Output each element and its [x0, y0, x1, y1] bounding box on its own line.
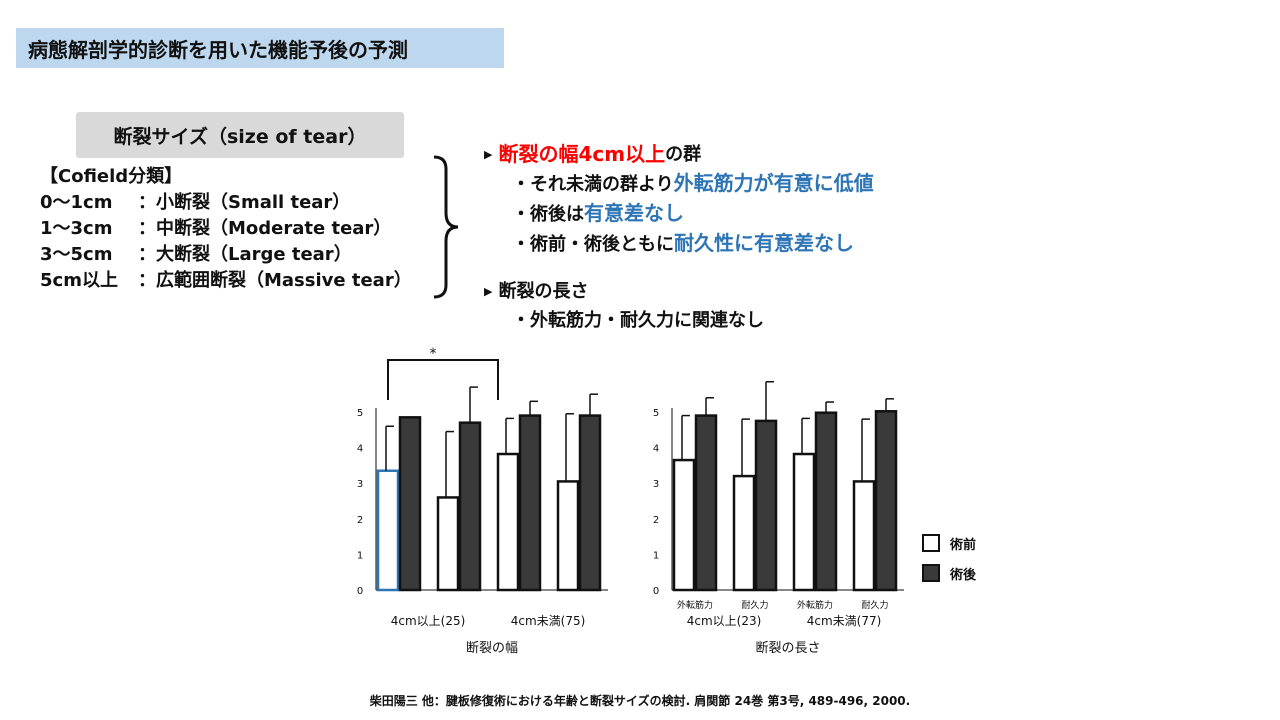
y-tick-label: 1 [653, 550, 659, 561]
bar-post [458, 421, 482, 592]
category-label: 耐久力 [861, 599, 888, 611]
x-axis-label: 断裂の長さ [755, 641, 820, 656]
finding-bullet: ・術後は有意差なし [484, 199, 874, 229]
y-tick-label: 3 [653, 479, 659, 490]
bullet-highlight: 有意差なし [584, 201, 684, 225]
bullet-text: ・それ未満の群より [512, 174, 674, 195]
category-label: 外転筋力 [797, 599, 833, 611]
cofield-desc: ：大断裂（Large tear） [138, 244, 352, 265]
y-tick-label: 5 [653, 408, 659, 419]
findings-panel: ▶ 断裂の幅4cm以上 の群 ・それ未満の群より外転筋力が有意に低値 ・術後は有… [484, 140, 874, 335]
y-tick-label: 2 [653, 515, 659, 526]
bar-post [518, 414, 542, 592]
bullet-highlight: 外転筋力が有意に低値 [673, 171, 874, 195]
finding-bullet: ・外転筋力・耐久力に関連なし [484, 306, 874, 335]
finding-width-rest: の群 [665, 144, 702, 165]
triangle-bullet-icon: ▶ [484, 148, 493, 161]
bar-pre [732, 474, 756, 592]
bar-pre [792, 452, 816, 592]
y-tick-label: 5 [357, 408, 363, 419]
bar-pre [852, 480, 876, 592]
cofield-range: 0～1cm [40, 192, 113, 213]
bullet-text: ・術後は [512, 204, 584, 225]
y-tick-label: 4 [357, 444, 363, 455]
legend-label-post: 術後 [950, 567, 977, 583]
cofield-row: 0～1cm ：小断裂（Small tear） [40, 190, 412, 216]
group-label: 4cm以上(25) [391, 614, 466, 628]
finding-bullet: ・それ未満の群より外転筋力が有意に低値 [484, 169, 874, 199]
category-label-box: 断裂サイズ（size of tear） [76, 112, 404, 158]
cofield-row: 5cm以上 ：広範囲断裂（Massive tear） [40, 268, 412, 294]
cofield-row: 3～5cm ：大断裂（Large tear） [40, 242, 412, 268]
y-tick-label: 0 [653, 586, 659, 597]
cofield-row: 1～3cm ：中断裂（Moderate tear） [40, 216, 412, 242]
legend-swatch-pre [922, 534, 940, 552]
bar-pre [556, 480, 580, 592]
bullet-text: ・外転筋力・耐久力に関連なし [512, 310, 764, 331]
x-axis-label: 断裂の幅 [466, 641, 518, 656]
bar-pre [672, 458, 696, 592]
cofield-heading: 【Cofield分類】 [40, 166, 183, 187]
significance-bracket [387, 359, 499, 400]
cofield-range: 5cm以上 [40, 270, 118, 291]
y-tick-label: 1 [357, 550, 363, 561]
bar-post [578, 414, 602, 592]
bar-post [814, 411, 838, 592]
legend-label-pre: 術前 [950, 537, 977, 553]
bullet-text: ・術前・術後ともに [512, 234, 674, 255]
chart-legend: 術前 術後 [922, 528, 976, 588]
chart-tear-length: 0 1 2 3 4 5 外転筋力 耐久力 外転筋力 耐久力 4cm以上(23) 4cm未満(77) 断裂… [653, 380, 904, 656]
group-label: 4cm以上(23) [687, 614, 762, 628]
y-tick-label: 2 [357, 515, 363, 526]
bar-post [694, 414, 718, 592]
y-tick-label: 3 [357, 479, 363, 490]
finding-bullet: ・術前・術後ともに耐久性に有意差なし [484, 229, 874, 259]
finding-width-heading: ▶ 断裂の幅4cm以上 の群 [484, 140, 874, 169]
group-label: 4cm未満(75) [511, 614, 586, 628]
bar-pre [376, 469, 400, 592]
legend-item-post: 術後 [922, 558, 976, 588]
bullet-highlight: 耐久性に有意差なし [674, 231, 854, 255]
category-label: 耐久力 [741, 599, 768, 611]
cofield-desc: ：中断裂（Moderate tear） [138, 218, 392, 239]
bar-post [874, 410, 898, 592]
y-tick-label: 0 [357, 586, 363, 597]
right-brace-icon [433, 155, 459, 299]
category-label: 外転筋力 [677, 599, 713, 611]
y-tick-label: 4 [653, 444, 659, 455]
cofield-range: 3～5cm [40, 244, 113, 265]
bar-post [398, 416, 422, 592]
legend-item-pre: 術前 [922, 528, 976, 558]
cofield-desc: ：小断裂（Small tear） [138, 192, 351, 213]
bar-post [754, 419, 778, 592]
finding-length-heading: ▶ 断裂の長さ [484, 277, 874, 306]
bar-pre [496, 452, 520, 592]
group-label: 4cm未満(77) [807, 614, 882, 628]
legend-swatch-post [922, 564, 940, 582]
category-label: 断裂サイズ（size of tear） [113, 125, 367, 148]
finding-width-red: 断裂の幅4cm以上 [498, 142, 666, 166]
significance-label: * [430, 346, 437, 362]
citation: 柴田陽三 他：腱板修復術における年齢と断裂サイズの検討. 肩関節 24巻 第3号… [369, 694, 911, 708]
cofield-range: 1～3cm [40, 218, 113, 239]
finding-length-text: 断裂の長さ [498, 281, 589, 302]
slide-title: 病態解剖学的診断を用いた機能予後の予測 [16, 28, 504, 68]
chart-tear-width: 0 1 2 3 4 5 4cm以上(25) 4cm未満(75) 断裂の幅 * [357, 346, 608, 656]
triangle-bullet-icon: ▶ [484, 285, 493, 298]
cofield-classification: 【Cofield分類】 0～1cm ：小断裂（Small tear） 1～3cm ：… [40, 164, 412, 294]
slide-title-text: 病態解剖学的診断を用いた機能予後の予測 [28, 37, 408, 62]
cofield-desc: ：広範囲断裂（Massive tear） [138, 270, 412, 291]
bar-pre [436, 496, 460, 592]
